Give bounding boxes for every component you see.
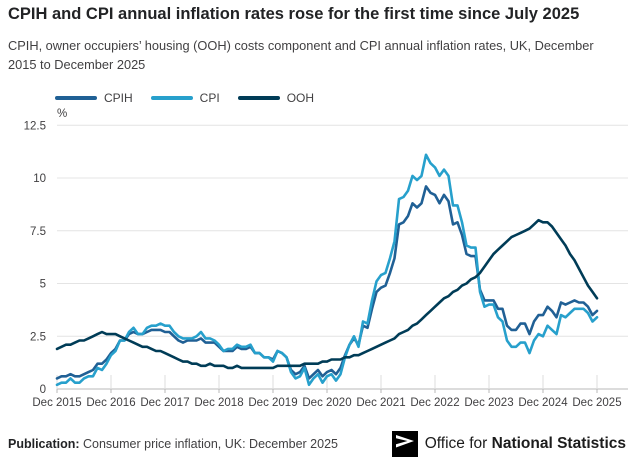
legend-label: CPI: [199, 91, 220, 105]
x-tick-label: Dec 2016: [86, 397, 135, 409]
publication-text: Consumer price inflation, UK: December 2…: [79, 437, 338, 451]
ooh-line: [55, 218, 599, 370]
ons-logo-text-bold: National Statistics: [491, 435, 626, 452]
cpih-line: [55, 185, 599, 380]
x-tick-label: Dec 2019: [248, 397, 297, 409]
legend-item-cpi: CPI: [150, 91, 220, 105]
ons-logo-icon: [391, 431, 418, 457]
y-tick-label: 0: [40, 384, 46, 396]
x-tick-label: Dec 2023: [464, 397, 513, 409]
x-tick-label: Dec 2017: [140, 397, 189, 409]
x-tick-label: Dec 2022: [410, 397, 459, 409]
chart-subtitle: CPIH, owner occupiers’ housing (OOH) cos…: [8, 38, 594, 73]
y-tick-label: 12.5: [24, 120, 46, 132]
y-tick-label: 10: [33, 173, 46, 185]
x-tick-label: Dec 2018: [194, 397, 243, 409]
y-tick-label: 2.5: [30, 331, 46, 343]
y-tick-label: 5: [40, 279, 46, 291]
publication-label: Publication:: [8, 437, 80, 451]
legend-swatch-ooh: [237, 96, 280, 100]
y-axis-unit-label: %: [57, 108, 67, 120]
footer: Publication: Consumer price inflation, U…: [8, 430, 626, 458]
legend-swatch-cpih: [55, 96, 97, 100]
x-tick-label: Dec 2021: [356, 397, 405, 409]
legend-swatch-cpi: [150, 96, 193, 100]
chart-area: 0 2.5 5 7.5 10 12.5% Dec 2015 Dec 2016 Dec 2017 D…: [0, 105, 634, 420]
ons-logo-text-regular: Office for: [424, 435, 492, 452]
inflation-line-chart: 0 2.5 5 7.5 10 12.5% Dec 2015 Dec 2016 Dec 2017 D…: [24, 108, 628, 409]
x-tick-label: Dec 2015: [32, 397, 81, 409]
y-tick-label: 7.5: [30, 226, 46, 238]
x-tick-label: Dec 2025: [572, 397, 621, 409]
chart-legend: CPIH CPI OOH: [55, 90, 332, 106]
cpi-line: [55, 153, 599, 387]
x-tick-label: Dec 2024: [518, 397, 568, 409]
x-tick-label: Dec 2020: [302, 397, 351, 409]
legend-label: CPIH: [104, 91, 133, 105]
page-title: CPIH and CPI annual inflation rates rose…: [8, 5, 580, 23]
legend-item-ooh: OOH: [237, 91, 315, 105]
publication-note: Publication: Consumer price inflation, U…: [8, 437, 338, 451]
ons-logo-text: Office for National Statistics: [425, 435, 626, 453]
legend-label: OOH: [286, 91, 315, 105]
ons-logo: Office for National Statistics: [391, 431, 626, 457]
legend-item-cpih: CPIH: [55, 91, 133, 105]
